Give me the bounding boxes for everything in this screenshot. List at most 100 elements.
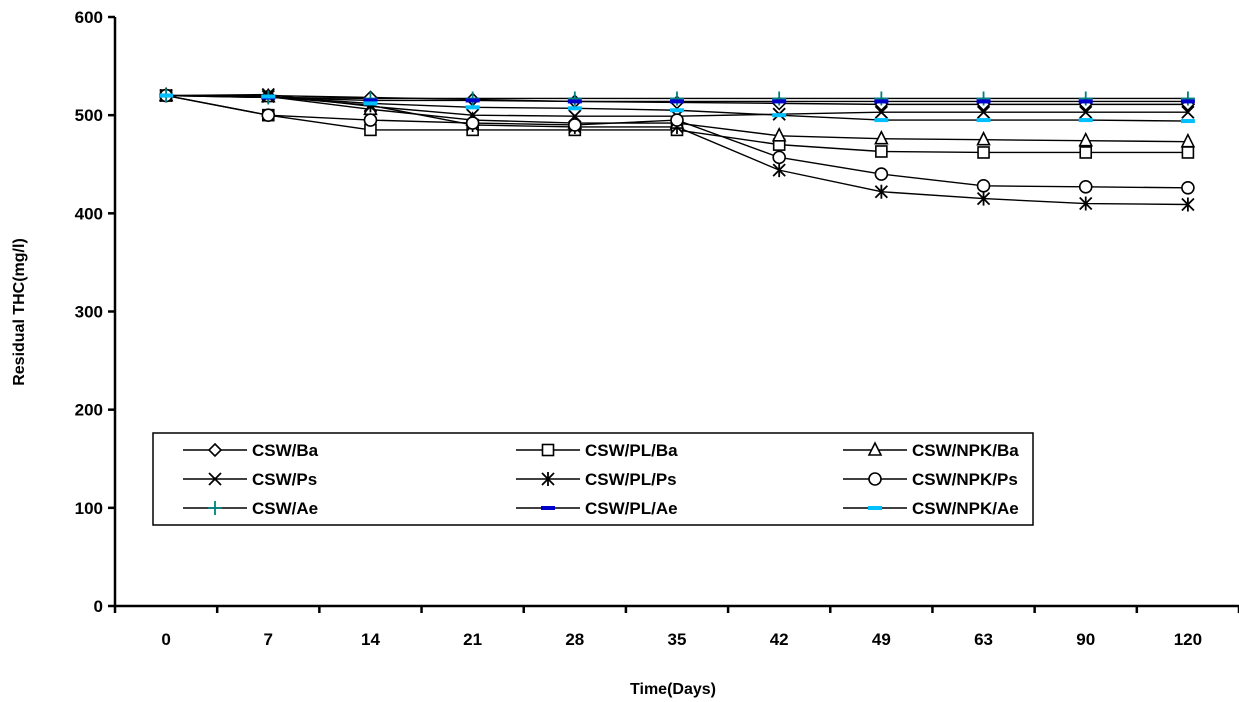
data-point (1181, 105, 1195, 119)
legend-swatch-marker (541, 472, 555, 486)
data-point (874, 129, 889, 145)
data-point (874, 105, 889, 119)
data-point (976, 179, 991, 193)
legend-item: CSW/PL/Ae (516, 499, 678, 518)
data-point (772, 99, 787, 104)
x-tick-label: 7 (264, 630, 273, 649)
data-point (976, 130, 991, 146)
data-point (465, 116, 480, 130)
legend-label: CSW/Ba (252, 441, 319, 460)
data-point (465, 98, 480, 103)
x-axis-title: Time(Days) (630, 681, 716, 698)
x-tick-label: 49 (872, 630, 891, 649)
data-point (1079, 146, 1093, 159)
legend-label: CSW/PL/Ae (585, 499, 678, 518)
data-point (159, 93, 174, 98)
legend-item: CSW/Ae (183, 499, 318, 518)
data-point (976, 191, 991, 206)
data-point (1181, 197, 1195, 212)
data-point (875, 145, 888, 158)
legend-item: CSW/NPK/Ps (843, 470, 1018, 489)
axes-layer: 0 100 200 300 400 500 600 0 7 14 21 28 35 42 49 63 90 120 (75, 8, 1239, 649)
legend-swatch-marker (208, 501, 222, 515)
legend-label: CSW/Ps (252, 470, 317, 489)
x-tick-label: 63 (974, 630, 993, 649)
y-tick-label: 600 (75, 8, 103, 27)
data-point (976, 118, 991, 123)
legend-swatch-marker (541, 443, 555, 457)
legend-swatch-marker (867, 441, 883, 456)
legend-swatch-marker (208, 472, 222, 486)
x-tick-label: 35 (668, 630, 687, 649)
data-point (261, 108, 276, 122)
data-point (1078, 180, 1093, 194)
data-point (1180, 99, 1195, 104)
legend: CSW/Ba CSW/PL/Ba CSW/NPK/Ba CSW/Ps CSW/PL/Ps… (152, 432, 1034, 526)
data-point (363, 98, 378, 103)
data-point (568, 118, 582, 132)
legend-label: CSW/NPK/Ba (912, 441, 1019, 460)
x-tick-label: 21 (463, 630, 482, 649)
legend-label: CSW/NPK/Ae (912, 499, 1019, 518)
data-point (670, 99, 684, 104)
data-point (976, 99, 991, 104)
data-point (1180, 119, 1195, 124)
legend-swatch-marker (868, 506, 882, 510)
data-point (1079, 196, 1093, 211)
data-point (1078, 118, 1093, 123)
data-point (567, 99, 582, 104)
legend-swatch-marker (207, 442, 223, 458)
legend-swatch-marker (541, 506, 555, 510)
x-tick-label: 120 (1174, 630, 1202, 649)
y-tick-label: 500 (75, 106, 103, 125)
legend-label: CSW/PL/Ba (585, 441, 678, 460)
x-tick-label: 28 (565, 630, 584, 649)
x-tick-label: 14 (361, 630, 380, 649)
legend-item: CSW/PL/Ps (516, 470, 677, 489)
data-point (567, 106, 582, 111)
legend-label: CSW/PL/Ps (585, 470, 677, 489)
data-point (874, 184, 889, 199)
data-point (874, 118, 889, 123)
data-point (874, 167, 889, 181)
data-point (1181, 181, 1195, 195)
legend-swatch-marker (868, 472, 882, 486)
y-tick-label: 300 (75, 303, 103, 322)
data-point (772, 163, 786, 178)
legend-item: CSW/Ba (183, 441, 319, 460)
data-point (363, 113, 378, 127)
data-point (363, 101, 378, 106)
x-tick-label: 42 (770, 630, 789, 649)
x-tick-label: 0 (161, 630, 170, 649)
y-tick-label: 100 (75, 499, 103, 518)
data-point (771, 126, 787, 142)
data-point (772, 113, 787, 118)
data-point (874, 99, 889, 104)
data-point (1181, 146, 1195, 159)
y-tick-label: 0 (94, 597, 103, 616)
data-point (465, 105, 480, 110)
y-axis-title: Residual THC(mg/l) (11, 238, 28, 386)
legend-item: CSW/NPK/Ae (843, 499, 1019, 518)
x-tick-label: 90 (1076, 630, 1095, 649)
data-point (977, 146, 990, 159)
legend-item: CSW/NPK/Ba (843, 441, 1019, 460)
legend-label: CSW/NPK/Ps (912, 470, 1018, 489)
data-point (1078, 131, 1094, 147)
data-point (1079, 105, 1093, 119)
y-tick-label: 200 (75, 401, 103, 420)
data-point (670, 113, 684, 127)
data-point (1078, 99, 1093, 104)
legend-label: CSW/Ae (252, 499, 318, 518)
data-point (772, 150, 786, 165)
data-point (670, 108, 684, 113)
data-point (1180, 132, 1196, 148)
series-markers (158, 86, 1196, 212)
legend-item: CSW/Ps (183, 470, 317, 489)
data-point (261, 94, 276, 99)
y-tick-label: 400 (75, 204, 103, 223)
legend-item: CSW/PL/Ba (516, 441, 678, 460)
data-point (976, 105, 991, 119)
